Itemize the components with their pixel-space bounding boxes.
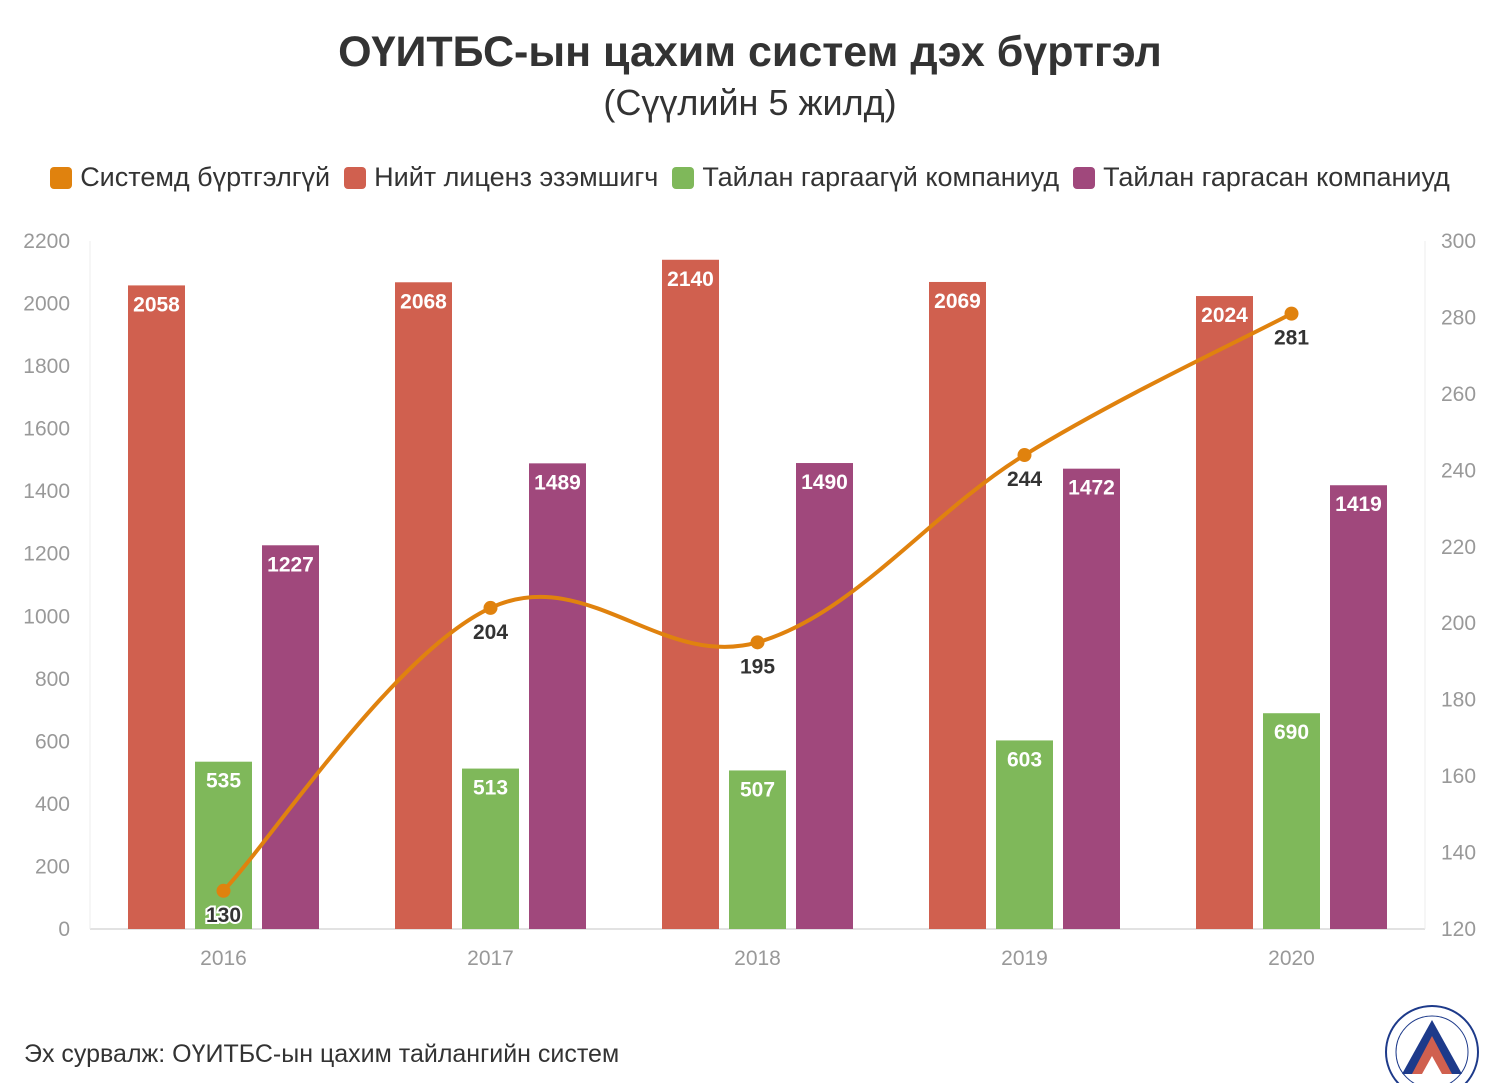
- bar-2020-1[interactable]: [1263, 713, 1320, 929]
- bar-value-label: 2140: [667, 268, 714, 291]
- line-value-label: 130: [206, 904, 241, 927]
- legend-label-not-reported: Тайлан гаргаагүй компаниуд: [702, 162, 1060, 192]
- line-value-label: 281: [1274, 327, 1309, 350]
- x-tick-label: 2019: [1001, 947, 1048, 970]
- line-value-label: 195: [740, 655, 775, 678]
- y-right-tick-label: 120: [1441, 918, 1476, 941]
- legend-item-reported[interactable]: Тайлан гаргасан компаниуд: [1073, 162, 1450, 193]
- chart-subtitle: (Сүүлийн 5 жилд): [603, 82, 897, 123]
- y-right-axis: 120 140 160 180 200 220 240 260 280 300: [1441, 230, 1476, 941]
- chart-legend: Системд бүртгэлгүй Нийт лиценз эзэмшигч …: [0, 162, 1500, 193]
- legend-swatch-reported: [1073, 166, 1096, 189]
- x-tick-label: 2016: [200, 947, 247, 970]
- bar-2017-1[interactable]: [462, 768, 519, 929]
- y-left-tick-label: 1400: [23, 480, 70, 503]
- bars-layer: [128, 259, 1387, 929]
- line-point[interactable]: [750, 635, 765, 650]
- bar-value-label: 1489: [534, 471, 581, 494]
- bar-2017-2[interactable]: [529, 463, 586, 929]
- bar-value-label: 2024: [1201, 304, 1248, 327]
- legend-swatch-unregistered: [50, 166, 73, 189]
- y-right-tick-label: 220: [1441, 536, 1476, 559]
- y-right-tick-label: 280: [1441, 306, 1476, 329]
- y-left-tick-label: 800: [35, 668, 70, 691]
- bar-value-label: 2058: [133, 293, 180, 316]
- bar-2016-0[interactable]: [128, 285, 185, 929]
- line-point[interactable]: [1017, 448, 1032, 463]
- bar-2018-0[interactable]: [662, 259, 719, 929]
- organization-logo: [1385, 1005, 1479, 1083]
- bar-value-label: 2069: [934, 290, 981, 313]
- bar-2018-2[interactable]: [796, 463, 853, 929]
- y-right-tick-label: 260: [1441, 383, 1476, 406]
- y-left-tick-label: 1000: [23, 605, 70, 628]
- bar-2019-0[interactable]: [929, 281, 986, 929]
- legend-swatch-not-reported: [672, 166, 695, 189]
- y-right-tick-label: 180: [1441, 689, 1476, 712]
- bar-2017-0[interactable]: [395, 282, 452, 929]
- bar-value-label: 1419: [1335, 493, 1382, 516]
- legend-swatch-total-license-holders: [344, 166, 367, 189]
- y-left-tick-label: 600: [35, 730, 70, 753]
- bar-2020-2[interactable]: [1330, 485, 1387, 929]
- y-right-tick-label: 240: [1441, 459, 1476, 482]
- bar-2016-2[interactable]: [262, 545, 319, 929]
- x-tick-label: 2020: [1268, 947, 1315, 970]
- y-left-tick-label: 1600: [23, 418, 70, 441]
- y-right-tick-label: 140: [1441, 842, 1476, 865]
- legend-label-total-license-holders: Нийт лиценз эзэмшигч: [374, 162, 659, 192]
- axes-layer: 0 200 400 600 800 1000 1200 1400 1600 1800 2000 220…: [23, 230, 1476, 970]
- bar-2019-2[interactable]: [1063, 468, 1120, 929]
- line-point[interactable]: [1284, 306, 1299, 321]
- line-point[interactable]: [216, 883, 231, 898]
- legend-label-reported: Тайлан гаргасан компаниуд: [1103, 162, 1450, 192]
- bar-value-label: 2068: [400, 290, 447, 313]
- y-left-tick-label: 0: [58, 918, 70, 941]
- y-left-tick-label: 2000: [23, 293, 70, 316]
- line-point[interactable]: [483, 600, 498, 615]
- legend-label-unregistered: Системд бүртгэлгүй: [80, 162, 331, 192]
- legend-item-total-license-holders[interactable]: Нийт лиценз эзэмшигч: [344, 162, 658, 193]
- legend-item-not-reported[interactable]: Тайлан гаргаагүй компаниуд: [672, 162, 1059, 193]
- x-tick-label: 2017: [467, 947, 514, 970]
- bar-value-label: 603: [1007, 748, 1042, 771]
- labels-layer: 2058 535 1227 2068 513 1489 2140 507 1490 2069 603…: [133, 268, 1382, 929]
- line-layer: [216, 306, 1299, 898]
- chart-title: ОҮИТБС-ын цахим систем дэх бүртгэл: [338, 28, 1162, 76]
- bar-value-label: 1227: [267, 553, 314, 576]
- bar-2016-1[interactable]: [195, 761, 252, 929]
- bar-value-label: 690: [1274, 721, 1309, 744]
- y-right-tick-label: 300: [1441, 230, 1476, 253]
- y-left-tick-label: 2200: [23, 230, 70, 253]
- legend-item-unregistered[interactable]: Системд бүртгэлгүй: [50, 162, 330, 193]
- y-left-tick-label: 400: [35, 793, 70, 816]
- bar-value-label: 513: [473, 777, 508, 800]
- bar-value-label: 535: [206, 770, 241, 793]
- bar-2018-1[interactable]: [729, 770, 786, 929]
- bar-2019-1[interactable]: [996, 740, 1053, 929]
- line-value-label: 244: [1007, 468, 1042, 491]
- bar-2020-0[interactable]: [1196, 296, 1253, 929]
- y-left-tick-label: 200: [35, 855, 70, 878]
- line-value-label: 204: [473, 621, 508, 644]
- x-tick-label: 2018: [734, 947, 781, 970]
- y-left-tick-label: 1800: [23, 355, 70, 378]
- y-right-tick-label: 160: [1441, 765, 1476, 788]
- bar-value-label: 1490: [801, 471, 848, 494]
- y-right-tick-label: 200: [1441, 612, 1476, 635]
- source-note: Эх сурвалж: ОҮИТБС-ын цахим тайлангийн с…: [24, 1040, 620, 1068]
- y-left-tick-label: 1200: [23, 543, 70, 566]
- bar-value-label: 507: [740, 778, 775, 801]
- bar-value-label: 1472: [1068, 477, 1115, 500]
